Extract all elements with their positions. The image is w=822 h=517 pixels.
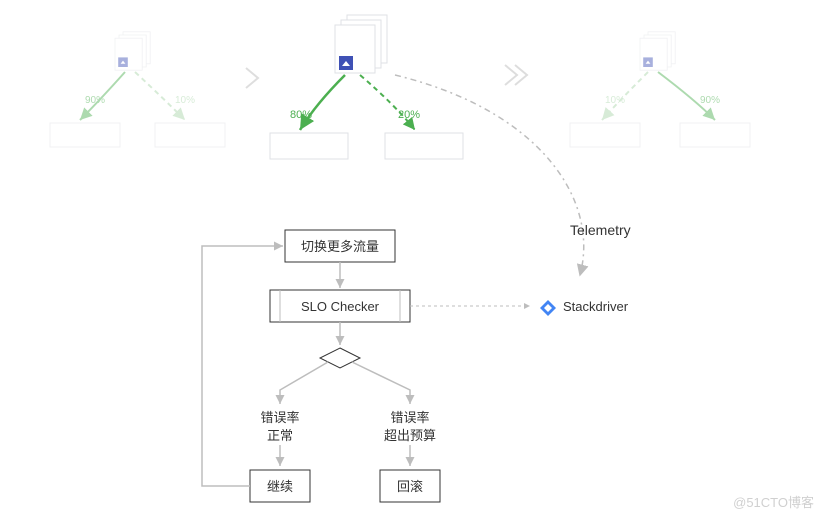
slo-checker-label: SLO Checker bbox=[301, 299, 380, 314]
telemetry-curve bbox=[395, 75, 584, 275]
stage-3: 10% 90% bbox=[570, 32, 750, 147]
error-exceed-l1: 错误率 bbox=[390, 410, 429, 425]
stackdriver-icon bbox=[540, 300, 556, 316]
transition-arrow-2 bbox=[505, 65, 527, 85]
telemetry-label: Telemetry bbox=[570, 222, 631, 238]
stage1-right-pct: 10% bbox=[175, 95, 195, 106]
transition-arrow-1 bbox=[246, 68, 258, 88]
error-exceed-l2: 超出预算 bbox=[384, 428, 436, 443]
stage-1: 90% 10% bbox=[50, 32, 225, 147]
continue-label: 继续 bbox=[267, 479, 293, 494]
stackdriver-label: Stackdriver bbox=[563, 299, 629, 314]
error-normal-l1: 错误率 bbox=[260, 410, 299, 425]
feedback-loop bbox=[202, 246, 283, 486]
stage3-left-pct: 10% bbox=[605, 95, 625, 106]
rollback-label: 回滚 bbox=[397, 479, 423, 494]
error-normal-l2: 正常 bbox=[267, 428, 293, 443]
diagram-canvas: 90% 10% 80% 20% 10% 90% bbox=[0, 0, 822, 517]
switch-traffic-label: 切换更多流量 bbox=[301, 239, 379, 254]
decision-diamond bbox=[320, 348, 360, 368]
stage1-left-pct: 90% bbox=[85, 95, 105, 106]
stage-2: 80% 20% bbox=[270, 15, 463, 159]
watermark: @51CTO博客 bbox=[733, 492, 814, 511]
stage2-right-pct: 20% bbox=[398, 109, 420, 121]
stage3-right-pct: 90% bbox=[700, 95, 720, 106]
stage2-left-pct: 80% bbox=[290, 109, 312, 121]
